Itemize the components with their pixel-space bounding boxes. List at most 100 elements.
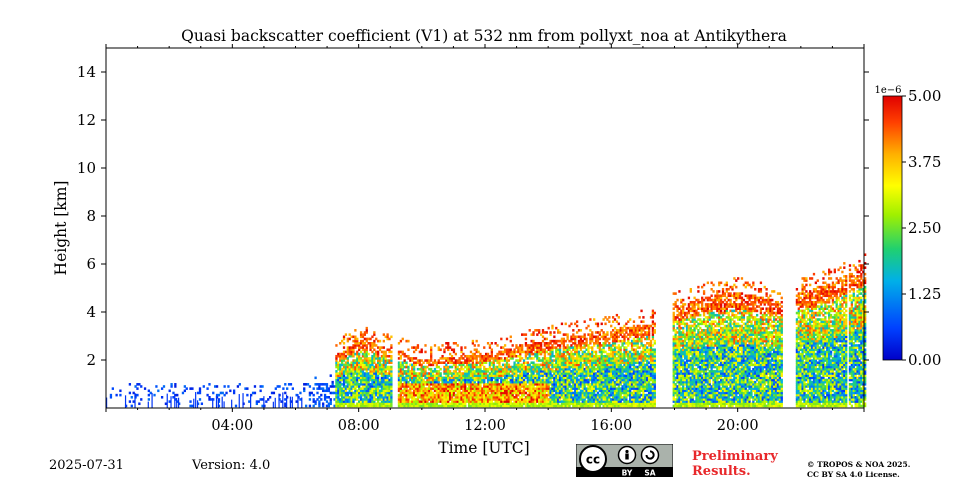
backscatter-cell (570, 370, 573, 373)
backscatter-cell (481, 370, 484, 373)
backscatter-cell (339, 376, 342, 380)
backscatter-cell (538, 387, 541, 390)
backscatter-cell (386, 378, 389, 382)
backscatter-cell (401, 402, 404, 406)
backscatter-cell (373, 376, 376, 380)
backscatter-cell (342, 359, 346, 362)
backscatter-cell (551, 361, 554, 364)
backscatter-cell (632, 348, 636, 352)
backscatter-cell (613, 393, 617, 397)
backscatter-cell (608, 344, 611, 347)
backscatter-cell (511, 380, 514, 384)
backscatter-cell (604, 398, 607, 401)
backscatter-cell (539, 387, 543, 390)
backscatter-cell (613, 339, 617, 343)
backscatter-cell (483, 357, 486, 360)
backscatter-cell (354, 387, 357, 390)
backscatter-cell (473, 365, 476, 369)
backscatter-cell (511, 378, 514, 382)
backscatter-cell (390, 378, 393, 382)
backscatter-cell (545, 361, 548, 364)
backscatter-cell (405, 365, 408, 369)
backscatter-cell (361, 354, 365, 358)
backscatter-cell (208, 396, 211, 399)
backscatter-cell (492, 361, 495, 364)
backscatter-cell (562, 391, 565, 395)
backscatter-cell (598, 357, 601, 360)
backscatter-cell (530, 389, 533, 393)
backscatter-cell (613, 372, 617, 375)
backscatter-cell (397, 372, 401, 375)
backscatter-streak (286, 394, 288, 408)
backscatter-cell (380, 359, 384, 362)
backscatter-cell (555, 380, 558, 384)
backscatter-cell (522, 374, 526, 377)
backscatter-cell (610, 389, 613, 393)
backscatter-cell (630, 329, 634, 332)
backscatter-cell (354, 361, 357, 364)
backscatter-cell (356, 391, 359, 395)
backscatter-cell (344, 398, 348, 401)
backscatter-cell (583, 376, 586, 380)
backscatter-cell (623, 365, 626, 369)
backscatter-cell (128, 400, 132, 403)
backscatter-cell (560, 354, 564, 358)
backscatter-cell (454, 404, 457, 408)
backscatter-cell (388, 374, 391, 377)
backscatter-cell (509, 376, 512, 380)
backscatter-cell (549, 331, 552, 334)
backscatter-cell (521, 365, 524, 369)
backscatter-cell (403, 359, 406, 362)
backscatter-cell (361, 346, 365, 349)
backscatter-cell (589, 333, 592, 336)
backscatter-cell (376, 361, 380, 364)
backscatter-cell (494, 342, 497, 345)
backscatter-cell (375, 385, 378, 388)
backscatter-cell (589, 400, 592, 403)
backscatter-cell (390, 389, 393, 393)
backscatter-cell (448, 376, 452, 380)
backscatter-cell (441, 354, 444, 358)
backscatter-cell (572, 354, 575, 358)
backscatter-cell (450, 402, 454, 406)
backscatter-cell (564, 322, 567, 326)
backscatter-cell (418, 376, 421, 380)
backscatter-cell (581, 342, 584, 345)
backscatter-cell (460, 380, 463, 384)
backscatter-cell (528, 398, 531, 401)
backscatter-cell (386, 354, 389, 358)
backscatter-cell (386, 404, 389, 408)
backscatter-cell (371, 383, 374, 386)
backscatter-cell (412, 380, 416, 384)
backscatter-cell (522, 370, 526, 373)
backscatter-cell (498, 383, 501, 386)
backscatter-cell (352, 402, 355, 406)
backscatter-cell (611, 393, 615, 397)
backscatter-cell (369, 342, 372, 345)
backscatter-cell (534, 354, 537, 358)
backscatter-cell (335, 389, 338, 393)
backscatter-cell (536, 376, 539, 380)
backscatter-cell (407, 400, 410, 403)
backscatter-cell (513, 354, 516, 358)
backscatter-cell (528, 370, 531, 373)
backscatter-cell (543, 374, 547, 377)
backscatter-cell (384, 393, 387, 397)
backscatter-cell (623, 370, 626, 373)
backscatter-cell (416, 387, 420, 390)
backscatter-cell (562, 367, 565, 371)
backscatter-cell (259, 385, 262, 388)
backscatter-cell (549, 350, 552, 354)
backscatter-cell (593, 318, 596, 321)
backscatter-cell (562, 350, 565, 354)
backscatter-cell (555, 383, 558, 386)
backscatter-cell (376, 396, 380, 399)
backscatter-cell (407, 348, 410, 352)
backscatter-cell (450, 374, 454, 377)
backscatter-cell (558, 400, 562, 403)
backscatter-cell (568, 367, 571, 371)
backscatter-cell (342, 400, 346, 403)
backscatter-cell (613, 342, 617, 345)
backscatter-cell (475, 383, 478, 386)
backscatter-cell (464, 402, 467, 406)
